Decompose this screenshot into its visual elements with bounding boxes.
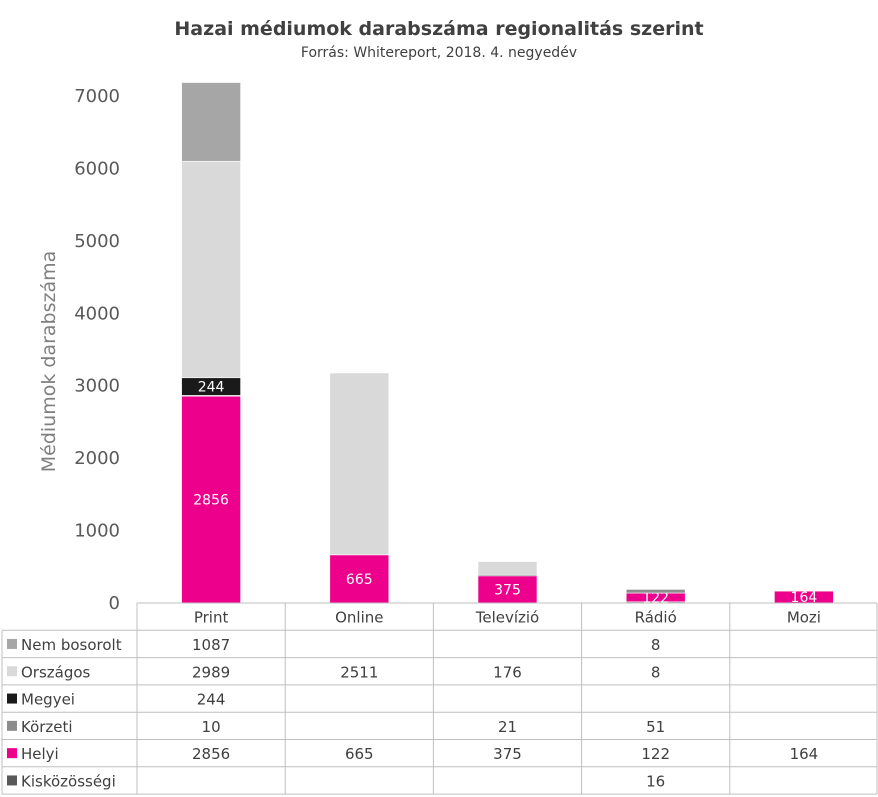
table-cell-value: 8 bbox=[651, 663, 661, 681]
legend-swatch bbox=[7, 775, 17, 786]
table-cell-value: 665 bbox=[345, 745, 374, 763]
bar-segment bbox=[181, 82, 241, 162]
table-cell-value: 176 bbox=[493, 663, 522, 681]
bar-data-label: 2856 bbox=[193, 493, 229, 509]
table-cell-value: 2511 bbox=[340, 663, 378, 681]
legend-swatch bbox=[7, 638, 17, 649]
table-cell-value: 8 bbox=[651, 636, 661, 654]
legend-swatch bbox=[7, 720, 17, 731]
y-tick-label: 6000 bbox=[74, 158, 120, 179]
bar-segment bbox=[477, 561, 538, 575]
bar-segment bbox=[625, 589, 686, 594]
legend-label: Országos bbox=[21, 663, 91, 681]
category-label: Print bbox=[194, 609, 229, 627]
legend-label: Helyi bbox=[21, 745, 59, 763]
y-tick-label: 3000 bbox=[74, 376, 120, 397]
bar-segment bbox=[329, 372, 390, 556]
table-cell-value: 10 bbox=[202, 718, 221, 736]
y-tick-label: 1000 bbox=[74, 521, 120, 542]
category-label: Rádió bbox=[635, 609, 677, 627]
legend-label: Kisközösségi bbox=[21, 772, 116, 790]
table-cell-value: 2989 bbox=[192, 663, 230, 681]
chart-subtitle: Forrás: Whitereport, 2018. 4. negyedév bbox=[300, 45, 578, 61]
legend-swatch bbox=[7, 748, 17, 759]
bar-data-label: 244 bbox=[198, 380, 225, 396]
table-cell-value: 2856 bbox=[192, 745, 230, 763]
y-axis-title: Médiumok darabszáma bbox=[38, 251, 60, 473]
y-tick-label: 5000 bbox=[74, 231, 120, 252]
table-cell-value: 375 bbox=[493, 745, 522, 763]
y-tick-label: 4000 bbox=[74, 303, 120, 324]
legend-label: Körzeti bbox=[21, 718, 73, 736]
bar-data-label: 375 bbox=[494, 582, 521, 598]
bar-segment bbox=[625, 587, 686, 590]
bar-data-label: 665 bbox=[346, 572, 373, 588]
legend-label: Nem bosorolt bbox=[21, 636, 122, 654]
table-cell-value: 51 bbox=[646, 718, 665, 736]
bar-segment bbox=[329, 554, 390, 604]
table-cell-value: 244 bbox=[197, 691, 226, 709]
category-label: Online bbox=[335, 609, 383, 627]
bar-data-label: 122 bbox=[642, 590, 669, 606]
table-cell-value: 21 bbox=[498, 718, 517, 736]
table-cell-value: 1087 bbox=[192, 636, 230, 654]
bar-segment bbox=[181, 395, 241, 604]
bar-segment bbox=[181, 160, 241, 379]
legend-label: Megyei bbox=[21, 691, 75, 709]
bar-data-label: 164 bbox=[791, 590, 818, 606]
y-tick-label: 7000 bbox=[74, 86, 120, 107]
y-tick-label: 2000 bbox=[74, 448, 120, 469]
table-cell-value: 164 bbox=[790, 745, 819, 763]
chart-title: Hazai médiumok darabszáma regionalitás s… bbox=[174, 18, 704, 40]
table-cell-value: 122 bbox=[641, 745, 670, 763]
legend-swatch bbox=[7, 666, 17, 677]
legend-swatch bbox=[7, 693, 17, 704]
table-cell-value: 16 bbox=[646, 772, 665, 790]
bar-segment bbox=[477, 575, 538, 604]
category-label: Televízió bbox=[475, 609, 540, 627]
category-label: Mozi bbox=[787, 609, 821, 627]
y-tick-label: 0 bbox=[109, 593, 120, 614]
